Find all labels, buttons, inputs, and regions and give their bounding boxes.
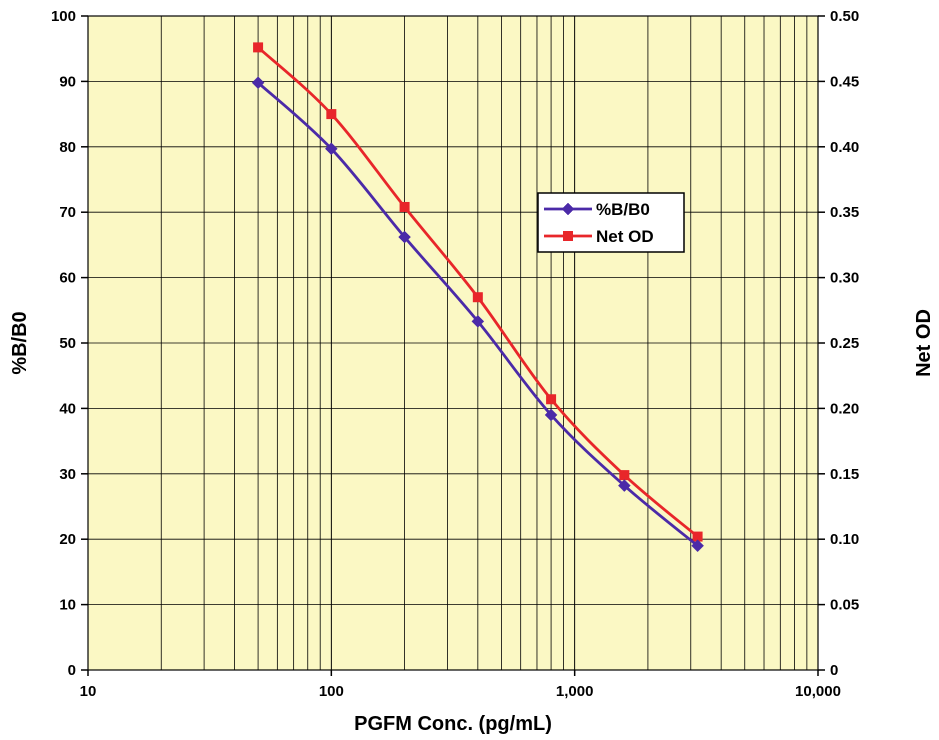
- y-tick-label: 10: [59, 597, 76, 614]
- legend-marker: [563, 231, 573, 241]
- y-tick-label: 70: [59, 204, 76, 221]
- data-point: [472, 292, 483, 303]
- y2-tick-label: 0.35: [830, 204, 859, 221]
- data-point: [544, 408, 558, 422]
- y2-tick-label: 0.50: [830, 8, 859, 25]
- y2-axis-title: Net OD: [913, 309, 935, 377]
- y2-tick-label: 0.20: [830, 400, 859, 417]
- y2-tick-label: 0.40: [830, 139, 859, 156]
- grid: [87, 15, 819, 671]
- y2-tick-label: 0.05: [830, 597, 859, 614]
- series: [251, 42, 704, 553]
- data-point: [691, 539, 704, 553]
- data-point: [692, 531, 703, 542]
- legend-box: [537, 192, 685, 253]
- y-tick-label: 20: [59, 531, 76, 548]
- legend-label: Net OD: [596, 227, 654, 246]
- y-axis-title: %B/B0: [9, 311, 31, 374]
- legend: %B/B0 Net OD: [537, 192, 685, 253]
- data-point: [471, 315, 485, 328]
- y2-tick-label: 0: [830, 662, 838, 679]
- x-tick-label: 100: [319, 683, 344, 700]
- y-tick-label: 50: [59, 335, 76, 352]
- axes: 010203040506070809010000.050.100.150.200…: [51, 8, 859, 700]
- series-net-od: [253, 42, 703, 542]
- y2-tick-label: 0.10: [830, 531, 859, 548]
- y2-tick-label: 0.30: [830, 270, 859, 287]
- data-point: [326, 109, 337, 120]
- y-tick-label: 0: [68, 662, 76, 679]
- y2-tick-label: 0.45: [830, 73, 859, 90]
- y-tick-label: 90: [59, 73, 76, 90]
- y2-tick-label: 0.15: [830, 466, 859, 483]
- data-point: [253, 42, 264, 53]
- x-axis-title: PGFM Conc. (pg/mL): [354, 713, 552, 735]
- y-tick-label: 100: [51, 8, 76, 25]
- y2-tick-label: 0.25: [830, 335, 859, 352]
- data-point: [546, 394, 557, 405]
- legend-marker: [561, 202, 575, 216]
- x-tick-label: 10,000: [795, 683, 841, 700]
- y-tick-label: 80: [59, 139, 76, 156]
- x-tick-label: 10: [80, 683, 97, 700]
- series-pct-b-b0: [251, 76, 704, 553]
- y-tick-label: 30: [59, 466, 76, 483]
- data-point: [251, 76, 265, 90]
- y-tick-label: 40: [59, 400, 76, 417]
- data-point: [399, 201, 410, 212]
- y-tick-label: 60: [59, 270, 76, 287]
- data-point: [617, 479, 631, 492]
- legend-item: Net OD: [544, 227, 654, 246]
- data-point: [324, 142, 338, 156]
- data-point: [619, 470, 630, 481]
- data-point: [398, 230, 411, 244]
- legend-label: %B/B0: [596, 200, 650, 219]
- x-tick-label: 1,000: [556, 683, 594, 700]
- legend-item: %B/B0: [544, 200, 650, 219]
